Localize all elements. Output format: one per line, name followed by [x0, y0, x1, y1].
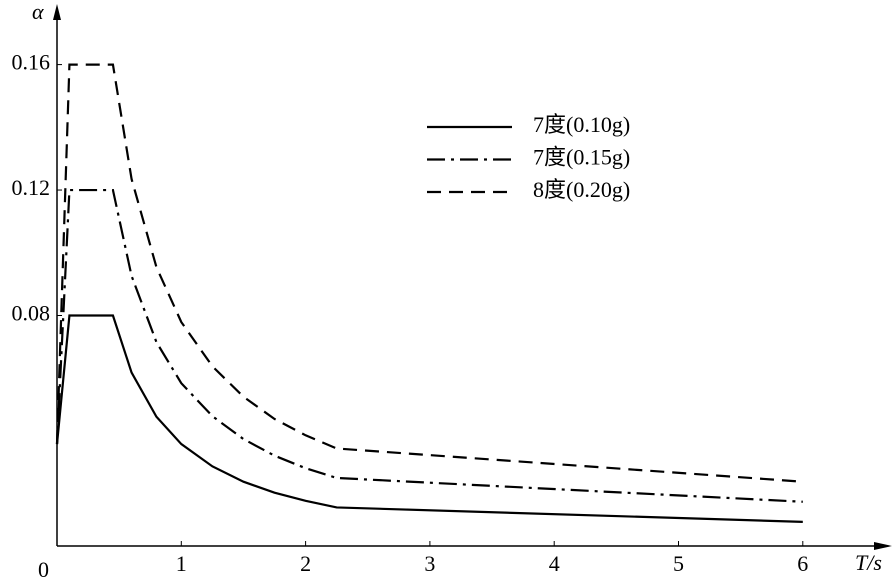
x-tick-label: 6 [797, 551, 808, 576]
legend-label: 8度(0.20g) [533, 177, 630, 202]
y-axis-arrow [53, 4, 61, 20]
y-tick-label: 0.12 [12, 175, 51, 200]
x-axis-label: T/s [855, 550, 882, 575]
x-tick-label: 1 [176, 551, 187, 576]
legend-label: 7度(0.10g) [533, 112, 630, 137]
y-axis-label: α [32, 0, 44, 24]
x-tick-label: 4 [549, 551, 560, 576]
origin-label: 0 [38, 557, 49, 582]
series-line [55, 63, 803, 483]
x-axis-arrow [874, 542, 892, 550]
x-tick-label: 3 [424, 551, 435, 576]
legend-label: 7度(0.15g) [533, 145, 630, 170]
series-line [55, 188, 803, 503]
series-line [55, 314, 803, 523]
x-tick-label: 5 [673, 551, 684, 576]
x-tick-label: 2 [300, 551, 311, 576]
y-tick-label: 0.08 [12, 301, 51, 326]
y-tick-label: 0.16 [12, 50, 51, 75]
